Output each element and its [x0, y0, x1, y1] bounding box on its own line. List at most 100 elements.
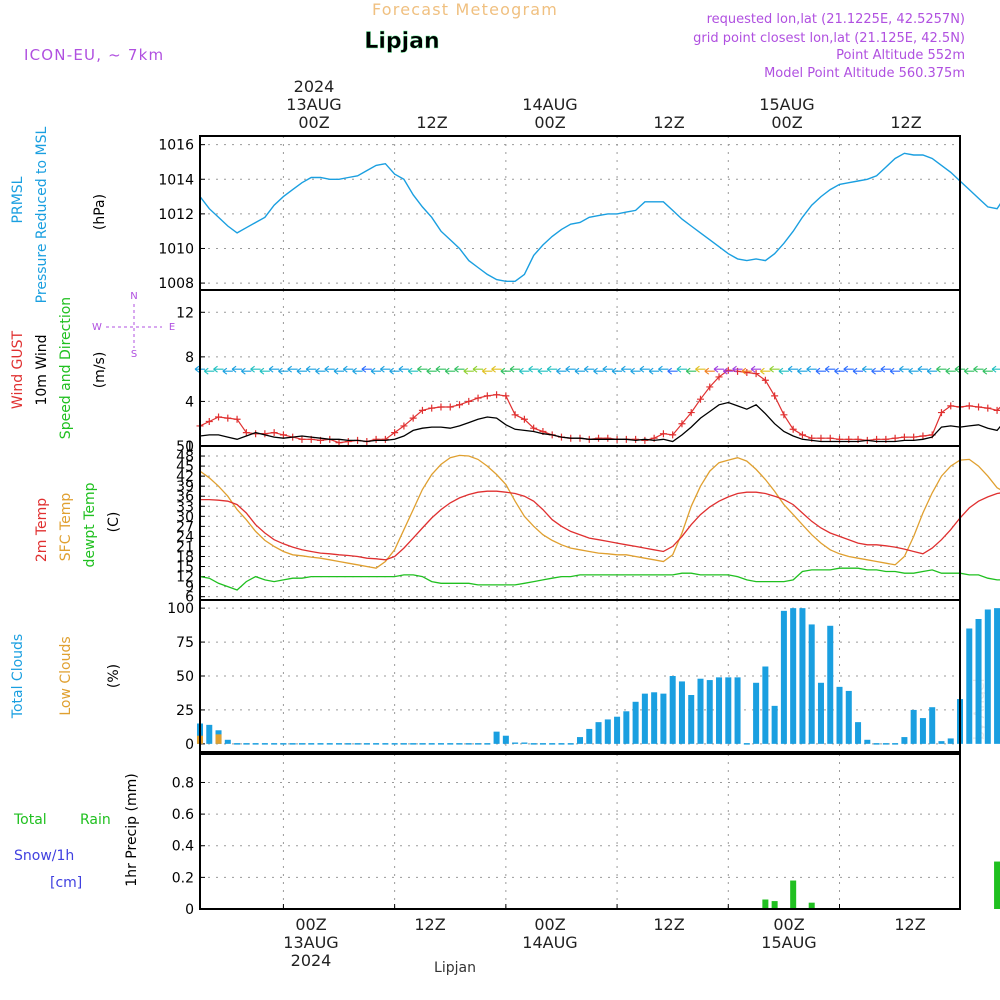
compass-east-label: E	[169, 322, 175, 333]
temperature-tick-label: 48	[176, 449, 194, 465]
wind-unit-label: (m/s)	[92, 352, 108, 389]
clouds-tick-label: 100	[167, 601, 194, 617]
gust-marker	[428, 404, 436, 412]
wind-direction-arrow	[806, 365, 817, 373]
wind-direction-arrow	[259, 367, 270, 375]
total-cloud-bar	[827, 625, 834, 744]
pressure-frame	[199, 135, 961, 291]
wind-direction-arrow	[315, 367, 326, 375]
grid-point-coords: grid point closest lon,lat (21.125E, 42.…	[693, 31, 965, 46]
total-cloud-bar	[512, 742, 519, 744]
total-cloud-bar	[651, 692, 658, 744]
pressure-tick-label: 1008	[158, 276, 194, 292]
total-cloud-bar	[678, 681, 685, 744]
gust-marker	[798, 431, 806, 439]
temp-2m-label: 2m Temp	[34, 498, 50, 562]
total-cloud-bar	[706, 680, 713, 744]
gust-marker	[891, 434, 899, 442]
wind-direction-arrow	[324, 365, 335, 373]
total-cloud-bar	[734, 677, 741, 744]
total-cloud-bar	[206, 724, 213, 744]
gust-marker	[696, 395, 704, 403]
wind-direction-arrow	[213, 365, 224, 373]
gust-marker	[789, 425, 797, 433]
gust-marker	[418, 406, 426, 414]
gust-marker	[659, 430, 667, 438]
wind-direction-arrow	[936, 365, 947, 373]
wind-direction-arrow	[713, 365, 725, 373]
gust-marker	[937, 409, 945, 417]
wind-direction-arrow	[528, 365, 539, 373]
wind10-line	[199, 401, 1000, 443]
total-cloud-bar	[817, 682, 824, 744]
wind-direction-arrow	[352, 367, 363, 375]
gust-marker	[502, 392, 510, 400]
wind-direction-arrow	[370, 367, 382, 375]
location-title: Lipjan	[364, 29, 439, 54]
gust-marker	[910, 433, 918, 441]
pressure-msl-label: Pressure Reduced to MSL	[34, 126, 50, 303]
precip-tick-label: 0	[185, 902, 194, 918]
wind-direction-arrow	[630, 367, 641, 375]
wind-direction-arrow	[454, 365, 465, 373]
top-date-label: 14AUG	[522, 95, 577, 114]
gust-marker	[242, 429, 250, 437]
wind-direction-arrow	[917, 365, 928, 373]
total-cloud-bar	[595, 722, 602, 744]
temperature-tick-label: 45	[176, 459, 194, 475]
precip-panel: 0 0.2 0.4 0.6 0.8	[172, 754, 1000, 918]
clouds-tick-label: 25	[176, 703, 194, 719]
wind-direction-arrow	[815, 367, 826, 375]
wind-direction-arrow	[760, 367, 771, 375]
rain-bar	[994, 861, 1000, 909]
gust-marker	[233, 415, 241, 423]
precip-tick-label: 0.4	[172, 839, 194, 855]
gust-marker	[483, 392, 491, 400]
wind-direction-arrow	[667, 367, 678, 375]
wind-direction-arrow	[287, 365, 298, 373]
wind-direction-arrow	[574, 367, 585, 375]
compass-west-label: W	[92, 322, 102, 333]
compass-south-label: S	[131, 349, 137, 360]
gust-marker	[743, 368, 751, 376]
wind-speed-dir-label: Speed and Direction	[58, 297, 74, 439]
pressure-tick-label: 1010	[158, 241, 194, 257]
total-cloud-bar	[845, 690, 852, 744]
gust-marker	[205, 417, 213, 425]
bottom-time-axis: 00Z 13AUG 2024 12Z 00Z 14AUG 12Z 00Z 15A…	[283, 915, 925, 970]
wind-direction-arrow	[407, 367, 419, 375]
gust-marker	[678, 420, 686, 428]
wind-direction-arrow	[444, 367, 456, 375]
gust-marker	[400, 422, 408, 430]
bottom-hour-label: 12Z	[653, 915, 684, 934]
wind-direction-arrow	[333, 367, 345, 375]
temperature-tick-label: 33	[176, 499, 194, 515]
total-cloud-bar	[975, 619, 982, 744]
wind-direction-arrow	[583, 365, 595, 373]
wind-direction-arrow	[305, 365, 317, 373]
wind-direction-arrow	[203, 367, 215, 375]
gust-marker	[456, 401, 464, 409]
gust-marker	[993, 406, 1000, 414]
model-label: ICON-EU, ~ 7km	[24, 46, 164, 64]
top-date-label: 15AUG	[759, 95, 814, 114]
gust-marker	[641, 436, 649, 444]
wind-direction-arrow	[380, 365, 391, 373]
total-cloud-bar	[984, 609, 991, 744]
gust-marker	[279, 431, 287, 439]
wind-direction-arrow	[611, 367, 623, 375]
gust-marker	[919, 432, 927, 440]
rain-bar	[808, 902, 815, 909]
wind-direction-arrow	[556, 367, 567, 375]
total-cloud-bar	[502, 735, 509, 744]
total-cloud-bar	[224, 739, 231, 744]
wind-direction-arrow	[889, 367, 901, 375]
wind-direction-arrow	[278, 367, 289, 375]
gust-marker	[752, 370, 760, 378]
clouds-tick-label: 50	[176, 669, 194, 685]
wind-compass: N E S W	[92, 291, 175, 360]
total-cloud-bar	[725, 677, 732, 744]
footer-location: Lipjan	[434, 960, 476, 976]
wind-direction-arrow	[945, 367, 956, 375]
